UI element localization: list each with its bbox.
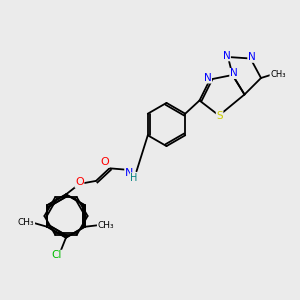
Text: CH₃: CH₃ <box>98 221 114 230</box>
Text: S: S <box>216 111 223 121</box>
Text: O: O <box>75 177 84 188</box>
Text: N: N <box>230 68 238 79</box>
Text: N: N <box>223 51 230 61</box>
Text: H: H <box>130 173 138 183</box>
Text: N: N <box>248 52 256 62</box>
Text: CH₃: CH₃ <box>18 218 34 227</box>
Text: N: N <box>204 73 212 83</box>
Text: CH₃: CH₃ <box>270 70 286 79</box>
Text: O: O <box>100 157 109 167</box>
Text: Cl: Cl <box>52 250 62 260</box>
Text: N: N <box>125 168 133 178</box>
